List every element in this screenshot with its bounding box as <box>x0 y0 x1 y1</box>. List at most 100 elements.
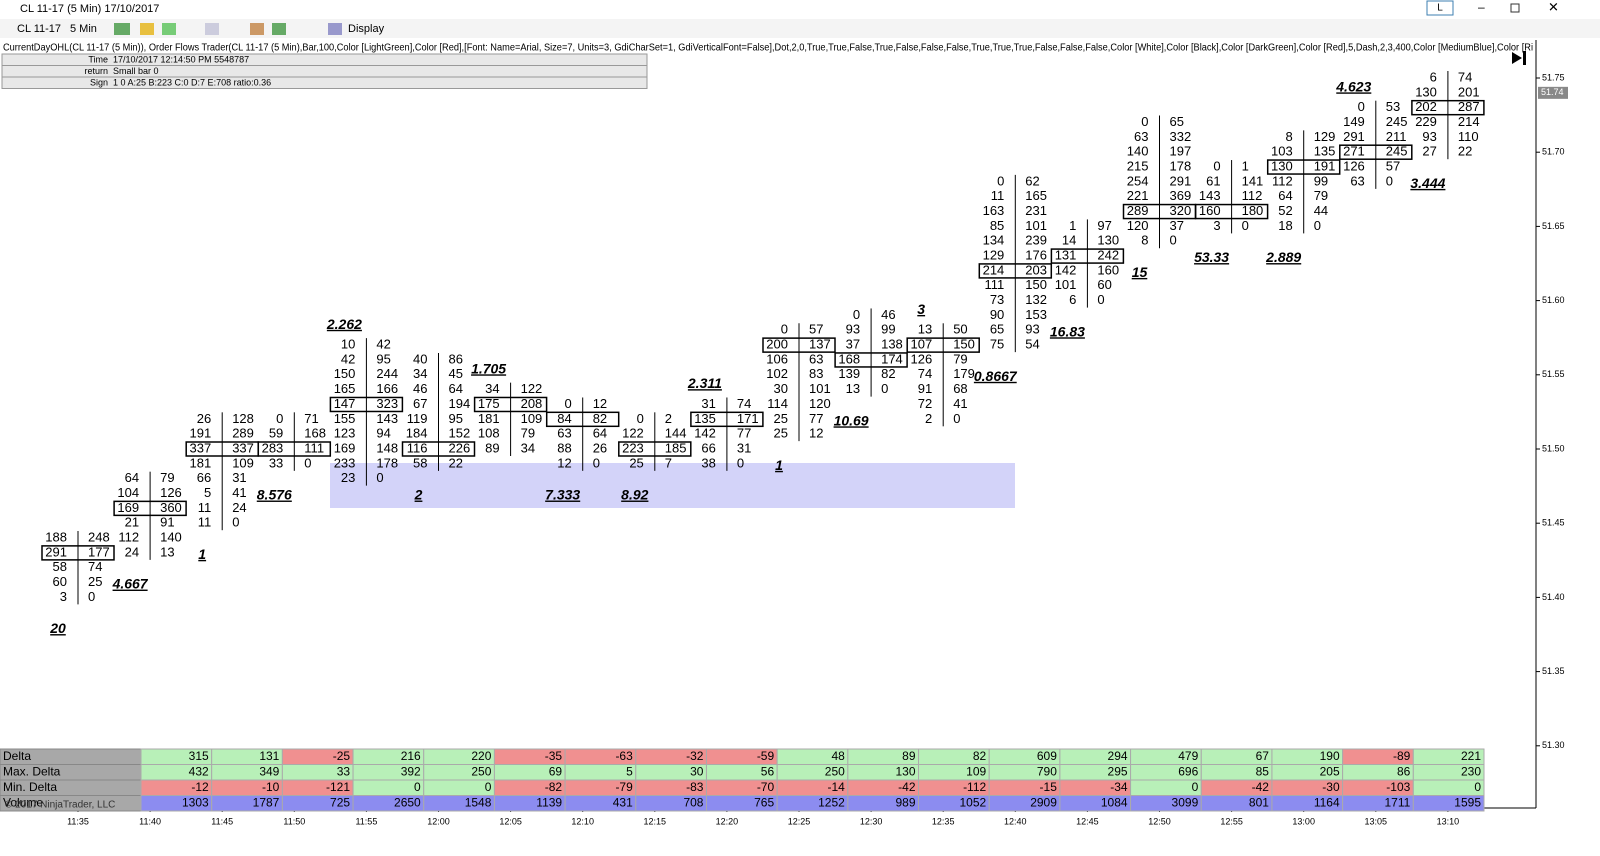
bid-volume: 65 <box>990 322 1004 337</box>
bid-volume: 254 <box>1127 173 1149 188</box>
time-label: 12:35 <box>932 816 955 826</box>
ask-volume: 160 <box>1097 262 1119 277</box>
table-value: 801 <box>1249 795 1269 809</box>
ask-volume: 126 <box>160 485 182 500</box>
bid-volume: 58 <box>53 559 67 574</box>
ask-volume: 289 <box>232 426 254 441</box>
poc-box <box>257 441 332 457</box>
ask-volume: 44 <box>1314 203 1328 218</box>
ask-volume: 0 <box>881 381 888 396</box>
ratio-label: 20 <box>49 620 66 636</box>
bid-volume: 107 <box>910 337 932 352</box>
ask-volume: 26 <box>593 440 607 455</box>
table-value: 56 <box>761 764 775 778</box>
l-button-label[interactable]: L <box>1437 3 1443 14</box>
ask-volume: 95 <box>449 411 463 426</box>
table-value: 0 <box>414 780 421 794</box>
l-button[interactable] <box>1426 0 1454 16</box>
bid-volume: 64 <box>1278 188 1292 203</box>
toolbar-icon[interactable] <box>162 23 176 35</box>
poc-box <box>1339 144 1413 160</box>
scroll-end[interactable] <box>1523 51 1526 65</box>
ask-volume: 231 <box>1025 203 1047 218</box>
bid-volume: 233 <box>334 455 356 470</box>
ask-volume: 0 <box>953 411 960 426</box>
ask-volume: 12 <box>593 396 607 411</box>
ask-volume: 101 <box>809 381 831 396</box>
bid-volume: 46 <box>413 381 427 396</box>
time-label: 11:50 <box>283 816 305 826</box>
bid-volume: 175 <box>478 396 500 411</box>
bid-volume: 1 <box>1069 218 1076 233</box>
bid-volume: 139 <box>838 366 860 381</box>
bid-volume: 34 <box>413 366 427 381</box>
bid-volume: 26 <box>197 411 211 426</box>
ask-volume: 60 <box>1097 277 1111 292</box>
toolbar-icon[interactable] <box>205 23 219 35</box>
info-key: Sign <box>90 77 108 87</box>
scroll-end[interactable] <box>1512 52 1522 64</box>
table-value: -12 <box>191 780 209 794</box>
ask-volume: 0 <box>1170 233 1177 248</box>
bid-volume: 104 <box>117 485 139 500</box>
interval-select[interactable]: 5 Min <box>70 23 97 35</box>
ask-volume: 140 <box>160 529 182 544</box>
bid-volume: 91 <box>918 381 932 396</box>
poc-box <box>618 441 692 457</box>
ask-volume: 122 <box>521 381 543 396</box>
table-value: 2909 <box>1030 795 1057 809</box>
ratio-label: 10.69 <box>834 412 869 428</box>
ask-volume: 46 <box>881 307 895 322</box>
time-label: 12:00 <box>427 816 450 826</box>
display-menu[interactable]: Display <box>348 23 385 35</box>
ask-volume: 53 <box>1386 99 1400 114</box>
toolbar-icon[interactable] <box>250 23 264 35</box>
ask-volume: 82 <box>593 411 607 426</box>
price-tick-label: 51.75 <box>1542 72 1565 82</box>
bid-volume: 223 <box>622 440 644 455</box>
instrument-select[interactable]: CL 11-17 <box>17 23 61 35</box>
ask-volume: 109 <box>232 455 254 470</box>
close[interactable]: ✕ <box>1548 0 1559 14</box>
bid-volume: 60 <box>53 574 67 589</box>
bid-volume: 24 <box>125 544 139 559</box>
bid-volume: 31 <box>701 396 715 411</box>
bid-volume: 169 <box>334 440 356 455</box>
time-label: 11:40 <box>139 816 161 826</box>
toolbar-icon[interactable] <box>140 23 154 35</box>
table-value: 432 <box>189 764 209 778</box>
bid-volume: 88 <box>557 440 571 455</box>
ask-volume: 226 <box>449 440 471 455</box>
bid-volume: 38 <box>701 455 715 470</box>
ask-volume: 132 <box>1025 292 1047 307</box>
bid-volume: 112 <box>1272 173 1293 188</box>
ask-volume: 211 <box>1386 129 1407 144</box>
table-value: 0 <box>1192 780 1199 794</box>
poc-box <box>1411 99 1485 116</box>
ask-volume: 64 <box>449 381 463 396</box>
ask-volume: 91 <box>160 515 174 530</box>
time-label: 12:05 <box>499 816 522 826</box>
toolbar-icon[interactable] <box>114 23 130 35</box>
minimize[interactable]: – <box>1478 0 1485 14</box>
bid-volume: 134 <box>983 233 1005 248</box>
bid-volume: 6 <box>1069 292 1076 307</box>
toolbar-icon[interactable] <box>328 23 342 35</box>
poc-box <box>545 411 620 428</box>
copyright: © 2017 NinjaTrader, LLC <box>5 800 115 811</box>
table-value: 33 <box>337 764 351 778</box>
table-value: -82 <box>545 780 563 794</box>
ask-volume: 2 <box>665 411 672 426</box>
ratio-label: 2.889 <box>1265 249 1301 265</box>
bid-volume: 101 <box>1055 277 1077 292</box>
maximize[interactable] <box>1510 3 1520 13</box>
price-tick-label: 51.65 <box>1542 221 1565 231</box>
ask-volume: 31 <box>737 440 751 455</box>
ask-volume: 178 <box>376 455 398 470</box>
ratio-label: 8.92 <box>621 487 648 503</box>
bid-volume: 0 <box>997 173 1004 188</box>
ask-volume: 176 <box>1025 248 1047 263</box>
table-value: 86 <box>1397 764 1411 778</box>
poc-box <box>834 352 908 368</box>
toolbar-icon[interactable] <box>272 23 286 35</box>
